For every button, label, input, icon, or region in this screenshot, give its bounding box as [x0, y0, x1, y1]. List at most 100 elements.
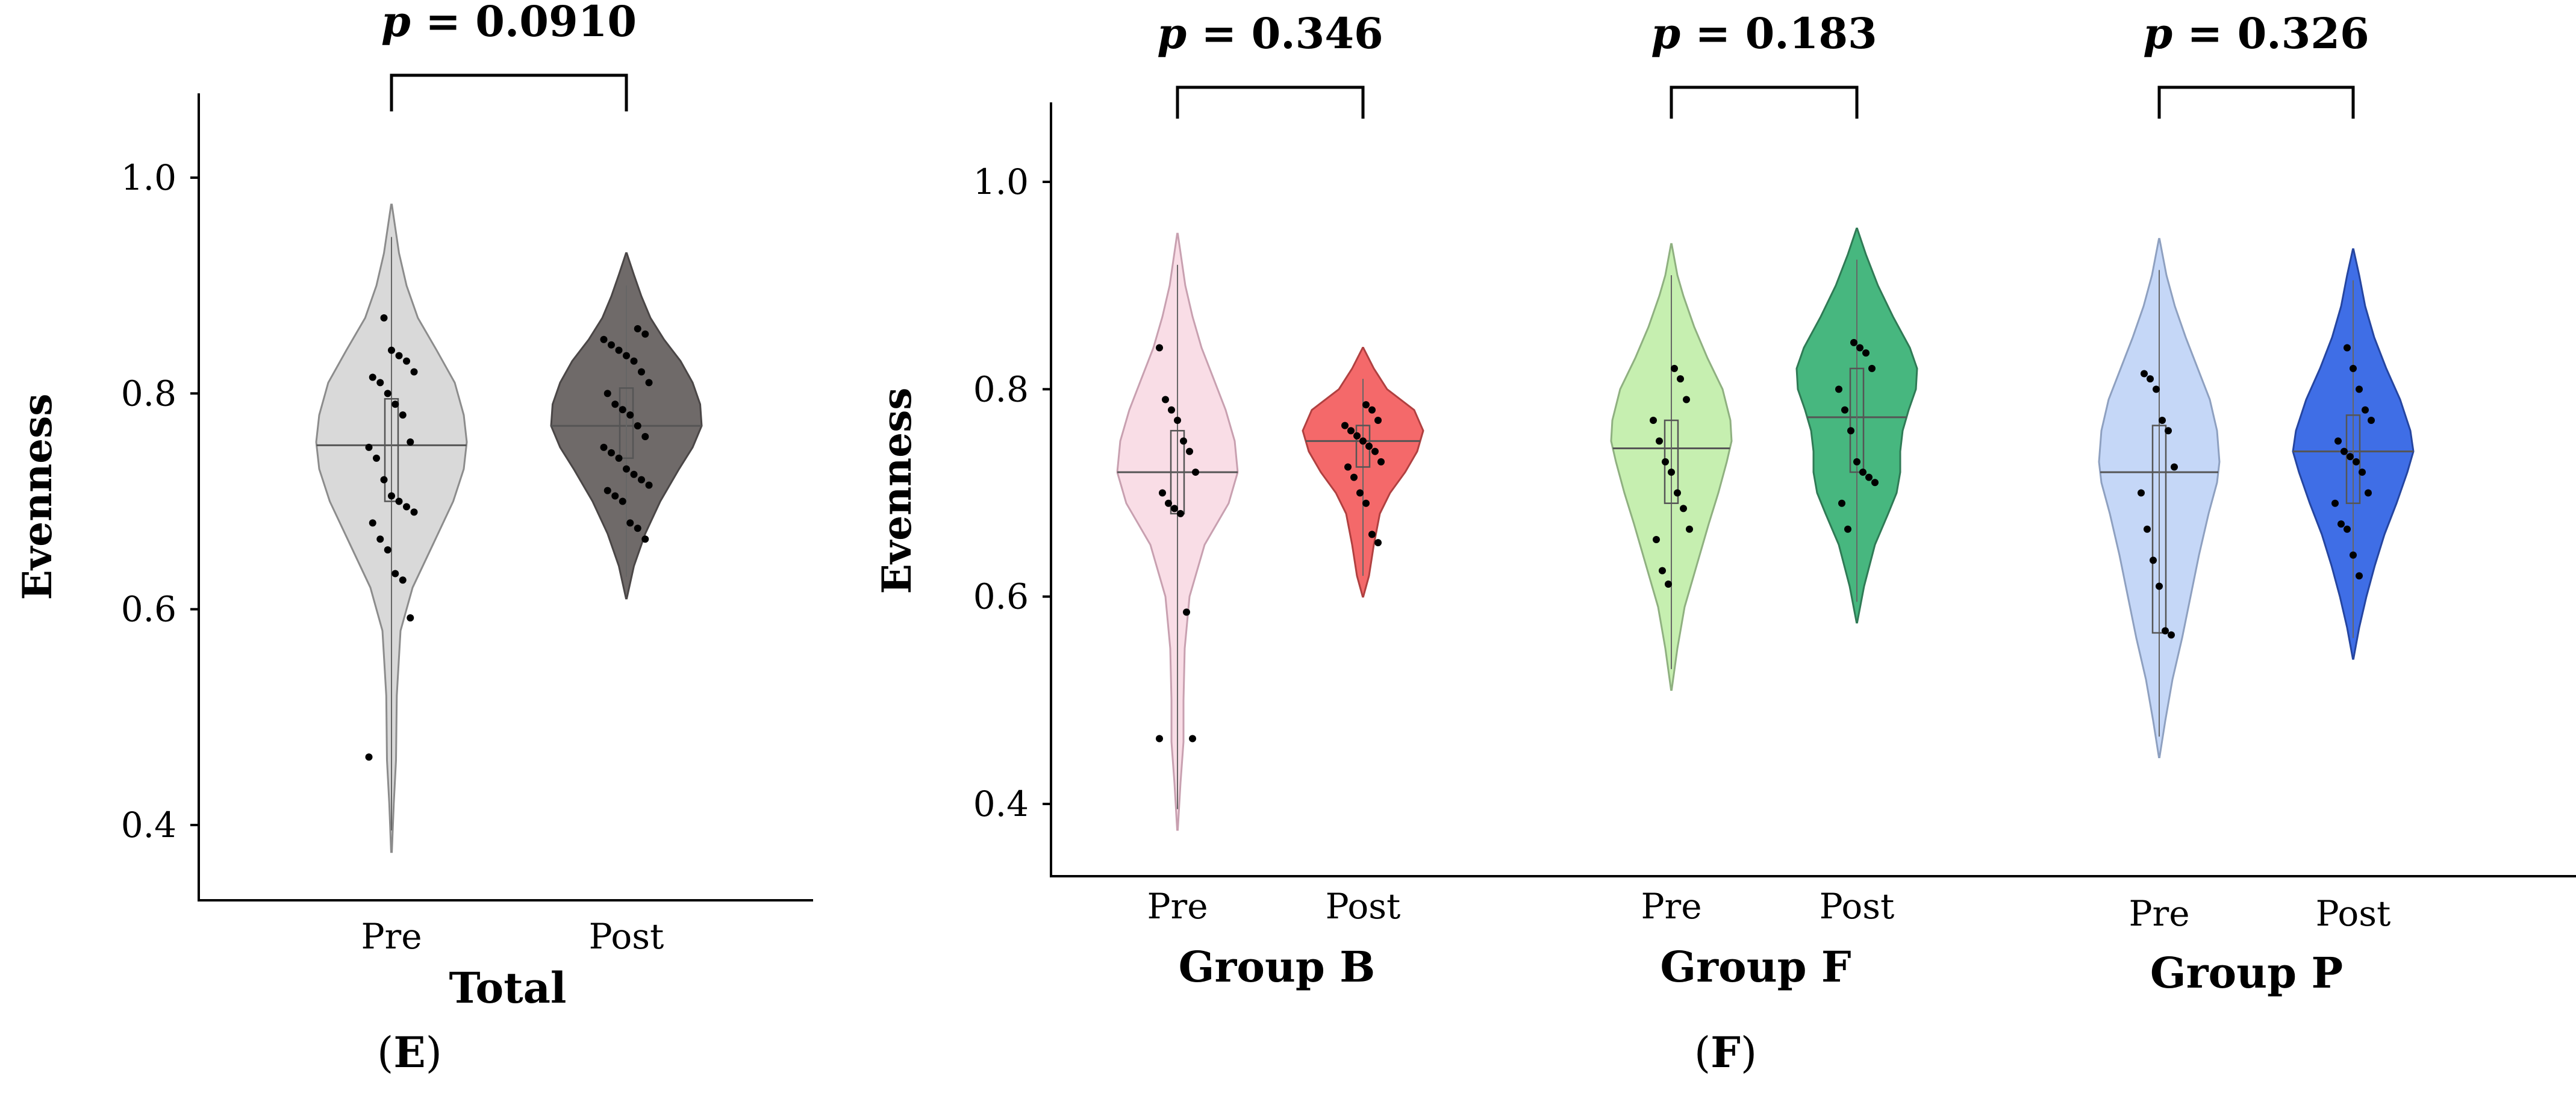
- violin-group: p = 0.326 Pre Post: [2098, 8, 2415, 934]
- data-point: [603, 390, 611, 397]
- data-point: [2141, 370, 2148, 378]
- data-point: [2344, 344, 2351, 352]
- data-point: [1838, 499, 1845, 507]
- data-point: [2144, 525, 2151, 533]
- data-point: [2331, 499, 2339, 507]
- data-point: [410, 508, 418, 516]
- data-point: [1186, 447, 1193, 455]
- panel-e-y-axis-label: Evenness: [14, 394, 61, 600]
- data-point: [2356, 385, 2363, 393]
- data-point: [630, 470, 638, 478]
- data-point: [1656, 437, 1663, 445]
- p-value-label: p = 0.183: [1651, 8, 1877, 58]
- data-point: [1177, 509, 1184, 517]
- data-point: [2147, 375, 2154, 383]
- data-point: [645, 481, 653, 489]
- data-point: [1165, 499, 1172, 507]
- data-point: [1344, 463, 1352, 471]
- data-point: [645, 379, 653, 387]
- data-point: [600, 443, 608, 451]
- y-tick-label: 0.4: [121, 805, 176, 845]
- data-point: [608, 341, 615, 349]
- panel-f-y-ticks: 0.4 0.6 0.8 1.0: [973, 161, 1051, 824]
- data-point: [1368, 531, 1376, 538]
- data-point: [2365, 489, 2372, 497]
- data-point: [615, 454, 623, 462]
- data-point: [1671, 364, 1678, 372]
- p-symbol: p: [1651, 8, 1680, 58]
- data-point: [2350, 551, 2357, 559]
- violin-group: p = 0.346 Pre Post: [1116, 8, 1424, 927]
- data-point: [634, 422, 641, 430]
- y-tick-label: 0.6: [973, 576, 1029, 617]
- panel-f-y-axis-label: Evenness: [873, 388, 920, 594]
- data-point: [1347, 427, 1355, 435]
- data-point: [611, 400, 619, 408]
- data-point: [1686, 525, 1693, 533]
- data-point: [638, 476, 645, 484]
- iqr-box: [2345, 414, 2361, 504]
- data-point: [1841, 406, 1848, 414]
- p-value: = 0.183: [1680, 8, 1877, 58]
- category-label: Post: [1820, 886, 1895, 927]
- data-point: [2156, 582, 2163, 590]
- data-point: [1341, 422, 1349, 429]
- data-point: [410, 368, 418, 376]
- data-point: [2359, 469, 2366, 476]
- data-point: [1362, 401, 1370, 409]
- data-point: [407, 438, 414, 446]
- data-point: [1674, 489, 1681, 497]
- data-point: [2362, 406, 2369, 414]
- data-point: [603, 487, 611, 494]
- iqr-box: [384, 398, 399, 502]
- data-point: [623, 465, 630, 473]
- category-label: Post: [2316, 893, 2391, 934]
- data-point: [1865, 473, 1873, 481]
- data-point: [638, 368, 645, 376]
- data-point: [1871, 479, 1879, 487]
- panel-f-letter: F: [1711, 1027, 1741, 1077]
- iqr-box: [2151, 425, 2167, 634]
- data-point: [2165, 427, 2172, 435]
- data-point: [1835, 385, 1842, 393]
- data-point: [2347, 453, 2354, 461]
- y-tick-label: 0.4: [973, 783, 1029, 824]
- p-value-label: p = 0.0910: [381, 0, 637, 46]
- significance-bracket: [1670, 86, 1859, 119]
- data-point: [2171, 463, 2178, 471]
- data-point: [641, 433, 649, 440]
- data-point: [1677, 375, 1684, 383]
- data-point: [403, 503, 410, 511]
- data-point: [1353, 432, 1361, 440]
- data-point: [1180, 437, 1187, 445]
- panel-f-group-b-label: Group B: [1179, 942, 1376, 992]
- data-point: [608, 449, 615, 456]
- panel-f-label: (F): [1694, 1027, 1757, 1077]
- data-point: [2350, 364, 2357, 372]
- data-point: [2341, 447, 2348, 455]
- data-point: [391, 400, 399, 408]
- data-point: [1856, 344, 1863, 352]
- significance-bracket: [390, 73, 628, 111]
- data-point: [388, 346, 395, 354]
- data-point: [1168, 406, 1175, 414]
- data-point: [619, 406, 626, 414]
- p-symbol: p: [381, 0, 411, 46]
- data-point: [1159, 489, 1166, 497]
- panel-e-group-label: Total: [449, 963, 566, 1013]
- data-point: [2337, 520, 2345, 528]
- data-point: [615, 346, 623, 354]
- data-point: [373, 454, 380, 462]
- data-point: [2344, 525, 2351, 533]
- data-point: [2138, 489, 2145, 497]
- data-point: [1374, 416, 1382, 424]
- data-point: [376, 535, 384, 543]
- data-point: [395, 497, 403, 505]
- data-point: [2162, 627, 2169, 635]
- p-value: = 0.346: [1187, 8, 1383, 58]
- data-point: [1862, 349, 1870, 357]
- significance-bracket: [2157, 86, 2355, 119]
- panel-f-group-f-label: Group F: [1660, 942, 1851, 992]
